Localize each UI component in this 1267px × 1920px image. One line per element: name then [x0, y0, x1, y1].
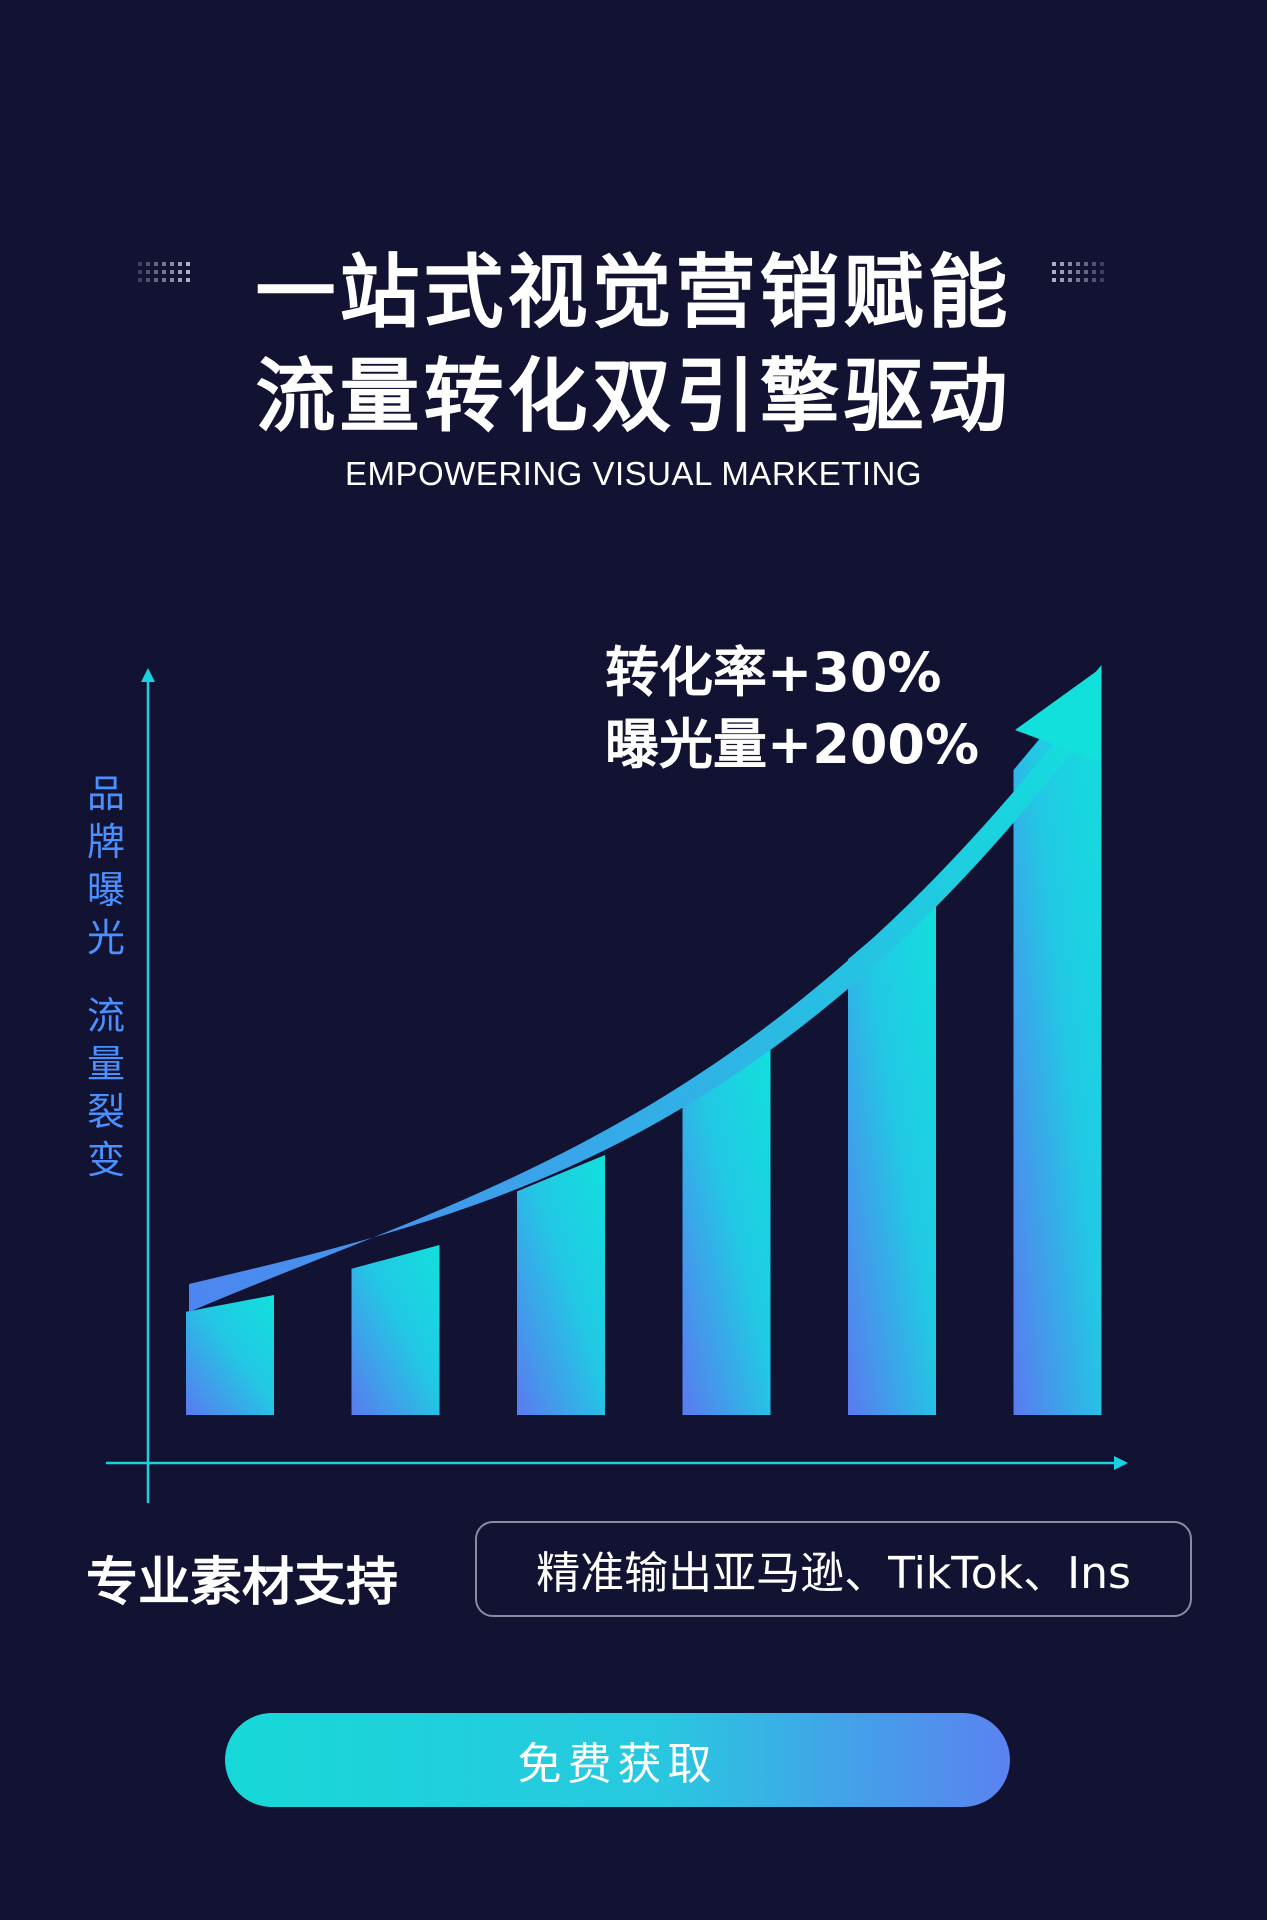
y-axis-label-char: 裂: [86, 1090, 125, 1134]
dot-grid-decoration-left: [138, 262, 204, 282]
conversion-rate-stat: 转化率+30%: [605, 641, 942, 704]
platforms-text: 精准输出亚马逊、TikTok、Ins: [536, 1548, 1131, 1599]
chart-bar-5: [848, 885, 936, 1415]
y-axis-label-char: 品: [86, 772, 125, 816]
y-axis-label-char: 牌: [86, 820, 125, 864]
growth-arrow-body: [189, 738, 1075, 1312]
page-subtitle: EMPOWERING VISUAL MARKETING: [344, 455, 922, 492]
chart-bar-1: [186, 1295, 274, 1415]
free-get-button[interactable]: 免费获取: [225, 1713, 1010, 1807]
chart-bar-6: [1013, 665, 1102, 1415]
y-axis-label-char: 光: [86, 916, 125, 960]
chart-bar-3: [517, 1155, 605, 1415]
y-axis-label-char: 流: [86, 994, 125, 1038]
chart-bar-4: [682, 1045, 771, 1415]
y-axis-arrowhead: [141, 668, 155, 682]
page-title-line-1: 一站式视觉营销赋能: [255, 246, 1012, 339]
chart-bar-2: [351, 1245, 440, 1415]
platforms-box: 精准输出亚马逊、TikTok、Ins: [475, 1521, 1192, 1617]
y-axis-label-char: 量: [86, 1042, 125, 1086]
support-title: 专业素材支持: [86, 1553, 399, 1613]
y-axis-label-traffic-growth: 流量裂变: [84, 992, 128, 1184]
y-axis-label-char: 变: [86, 1138, 125, 1182]
growth-arrow: [189, 668, 1101, 1312]
dot-grid-decoration-right: [1052, 262, 1118, 282]
y-axis-label-brand-exposure: 品牌曝光: [84, 770, 128, 962]
exposure-stat: 曝光量+200%: [605, 713, 980, 776]
x-axis-arrowhead: [1114, 1456, 1128, 1470]
page-title-line-2: 流量转化双引擎驱动: [255, 350, 1012, 443]
growth-arrow-head: [1015, 668, 1101, 762]
y-axis-label-char: 曝: [86, 868, 125, 912]
